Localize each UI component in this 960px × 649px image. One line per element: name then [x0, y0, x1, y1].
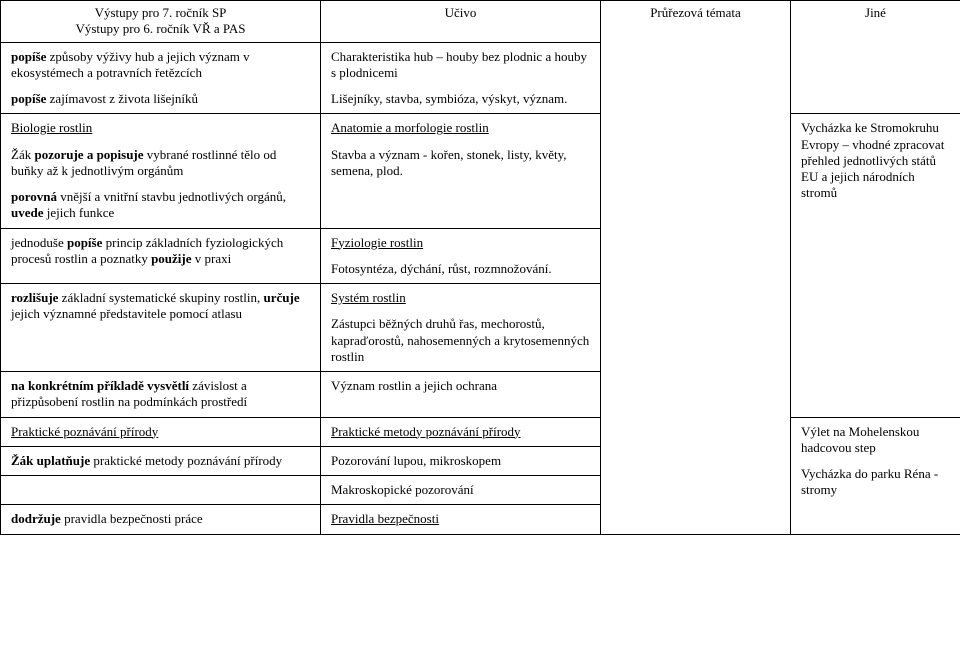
left-biologie: Biologie rostlin Žák pozoruje a popisuje… [1, 114, 321, 228]
bold-text: uvede [11, 205, 44, 220]
header-col1: Výstupy pro 7. ročník SP Výstupy pro 6. … [1, 1, 321, 43]
text: Fotosyntéza, dýchání, růst, rozmnožování… [331, 261, 590, 277]
text: Význam rostlin a jejich ochrana [331, 378, 590, 394]
mid-vyznam: Význam rostlin a jejich ochrana [321, 372, 601, 418]
heading-underline: Praktické poznávání přírody [11, 424, 310, 440]
text: zajímavost z života lišejníků [46, 91, 198, 106]
bold-text: určuje [264, 290, 300, 305]
heading-underline: Fyziologie rostlin [331, 235, 590, 251]
bold-text: porovná [11, 189, 57, 204]
curriculum-table: Výstupy pro 7. ročník SP Výstupy pro 6. … [0, 0, 960, 535]
text: jednoduše [11, 235, 67, 250]
heading-underline: Systém rostlin [331, 290, 590, 306]
heading-underline: Pravidla bezpečnosti [331, 511, 590, 527]
bold-text: dodržuje [11, 511, 61, 526]
text: jejich významné představitele pomocí atl… [11, 306, 242, 321]
text: Charakteristika hub – houby bez plodnic … [331, 49, 590, 82]
header-col1-line1: Výstupy pro 7. ročník SP [95, 5, 227, 20]
text: praktické metody poznávání přírody [90, 453, 282, 468]
bold-text: rozlišuje [11, 290, 58, 305]
left-system: rozlišuje základní systematické skupiny … [1, 284, 321, 372]
text: Makroskopické pozorování [331, 482, 590, 498]
header-col4: Jiné [791, 1, 960, 114]
mid-pravidla: Pravidla bezpečnosti [321, 505, 601, 534]
mid-system: Systém rostlin Zástupci běžných druhů řa… [321, 284, 601, 372]
left-empty [1, 476, 321, 505]
text: Vycházka ke Stromokruhu Evropy – vhodné … [801, 120, 950, 201]
text: způsoby výživy hub a jejich význam v eko… [11, 49, 250, 80]
mid-makro: Makroskopické pozorování [321, 476, 601, 505]
text: Žák [11, 147, 34, 162]
bold-text: použije [151, 251, 191, 266]
left-dodrzuje: dodržuje pravidla bezpečnosti práce [1, 505, 321, 534]
left-uplatnuje: Žák uplatňuje praktické metody poznávání… [1, 446, 321, 475]
text: Výlet na Mohelenskou hadcovou step [801, 424, 950, 457]
heading-underline: Anatomie a morfologie rostlin [331, 120, 590, 136]
bold-text: popíše [11, 91, 46, 106]
mid-prakticke-h: Praktické metody poznávání přírody [321, 417, 601, 446]
heading-underline: Praktické metody poznávání přírody [331, 424, 590, 440]
header-col3: Průřezová témata [601, 1, 791, 535]
text: Lišejníky, stavba, symbióza, výskyt, výz… [331, 91, 590, 107]
text: Pozorování lupou, mikroskopem [331, 453, 590, 469]
text: pravidla bezpečnosti práce [61, 511, 203, 526]
bold-text: popíše [11, 49, 46, 64]
header-col2: Učivo [321, 1, 601, 43]
bold-text: Žák uplatňuje [11, 453, 90, 468]
mid-anatomie: Anatomie a morfologie rostlin Stavba a v… [321, 114, 601, 228]
text: Vycházka do parku Réna - stromy [801, 466, 950, 499]
text: vnější a vnitřní stavbu jednotlivých org… [57, 189, 286, 204]
mid-p1: Charakteristika hub – houby bez plodnic … [321, 42, 601, 114]
mid-fyziologie: Fyziologie rostlin Fotosyntéza, dýchání,… [321, 228, 601, 284]
left-vyznam: na konkrétním příkladě vysvětlí závislos… [1, 372, 321, 418]
heading-underline: Biologie rostlin [11, 120, 310, 136]
text: Zástupci běžných druhů řas, mechorostů, … [331, 316, 590, 365]
left-prakticke-h: Praktické poznávání přírody [1, 417, 321, 446]
bold-text: popíše [67, 235, 102, 250]
left-p1: popíše způsoby výživy hub a jejich význa… [1, 42, 321, 114]
text: jejich funkce [44, 205, 115, 220]
left-fyziolog: jednoduše popíše princip základních fyzi… [1, 228, 321, 284]
header-col1-line2: Výstupy pro 6. ročník VŘ a PAS [75, 21, 245, 36]
right-block2: Výlet na Mohelenskou hadcovou step Vychá… [791, 417, 960, 534]
text: v praxi [192, 251, 232, 266]
text: základní systematické skupiny rostlin, [58, 290, 263, 305]
right-block1: Vycházka ke Stromokruhu Evropy – vhodné … [791, 114, 960, 417]
bold-text: pozoruje a popisuje [34, 147, 143, 162]
mid-pozorovani: Pozorování lupou, mikroskopem [321, 446, 601, 475]
text: Stavba a význam - kořen, stonek, listy, … [331, 147, 590, 180]
bold-text: na konkrétním příkladě vysvětlí [11, 378, 189, 393]
